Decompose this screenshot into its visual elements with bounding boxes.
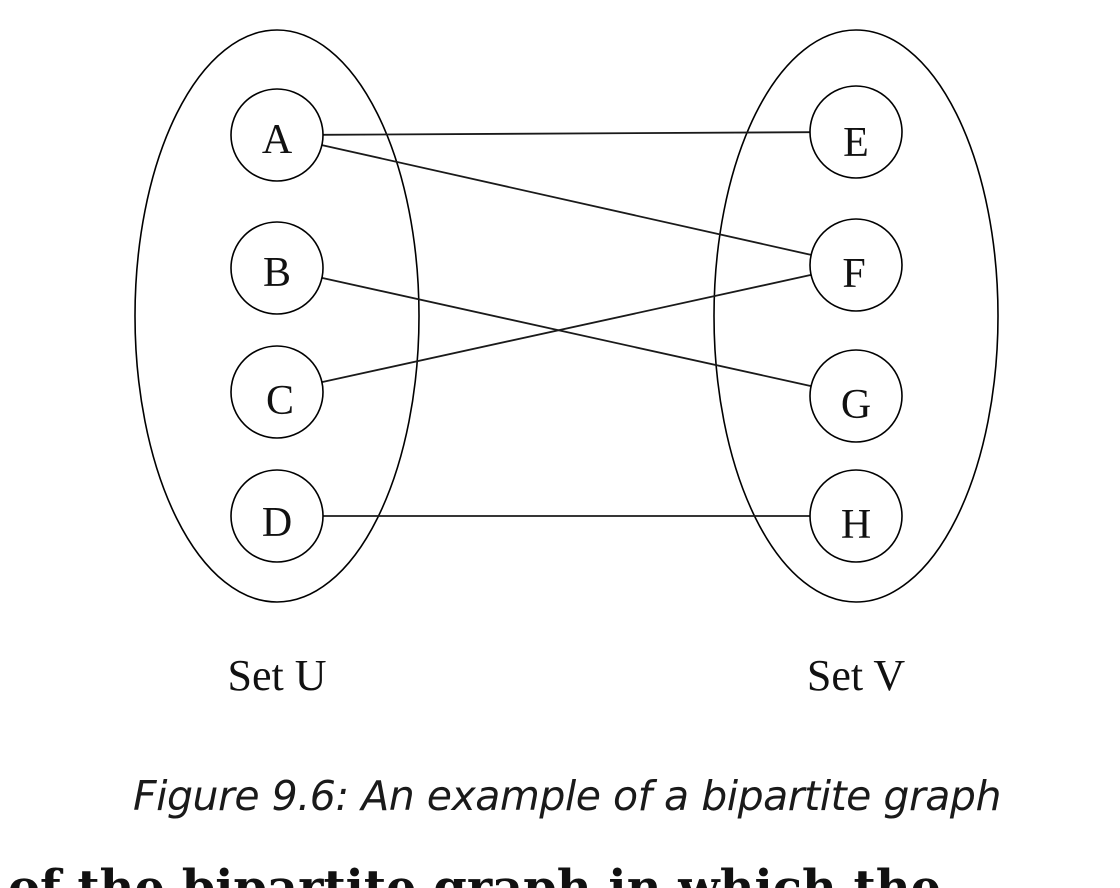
body-text-line: of the bipartite graph in which the — [8, 862, 941, 888]
node-g: G — [809, 349, 903, 443]
node-e-circle — [809, 85, 903, 179]
node-b-label: B — [263, 250, 291, 296]
node-a-circle — [230, 88, 324, 182]
node-e: E — [809, 85, 903, 179]
node-a: A — [230, 88, 324, 182]
figure-caption: Figure 9.6: An example of a bipartite gr… — [133, 772, 1001, 820]
node-f-circle — [809, 218, 903, 312]
node-d: D — [230, 469, 324, 563]
node-g-label: G — [841, 382, 871, 428]
node-h: H — [809, 469, 903, 563]
node-h-circle — [809, 469, 903, 563]
edge-c-f — [321, 274, 812, 383]
set-u-boundary — [134, 29, 420, 603]
node-d-circle — [230, 469, 324, 563]
node-b-circle — [230, 221, 324, 315]
node-b: B — [230, 221, 324, 315]
node-c-label: C — [266, 378, 294, 424]
bipartite-graph-diagram: A B C D E F G H Se — [134, 29, 999, 700]
set-u-label: Set U — [228, 651, 327, 700]
node-f-label: F — [842, 251, 865, 297]
node-f: F — [809, 218, 903, 312]
edge-a-e — [322, 131, 811, 136]
edge-a-f — [321, 144, 812, 256]
node-e-label: E — [843, 120, 869, 166]
node-h-label: H — [841, 502, 871, 548]
body-text-cut-off: of the bipartite graph in which the — [0, 862, 1120, 888]
node-d-label: D — [262, 500, 292, 546]
node-g-circle — [809, 349, 903, 443]
edges — [321, 131, 812, 517]
set-v-boundary — [713, 29, 999, 603]
node-c: C — [230, 345, 324, 439]
node-a-label: A — [262, 117, 293, 163]
node-c-circle — [230, 345, 324, 439]
edge-b-g — [321, 277, 812, 387]
set-v-label: Set V — [807, 651, 905, 700]
